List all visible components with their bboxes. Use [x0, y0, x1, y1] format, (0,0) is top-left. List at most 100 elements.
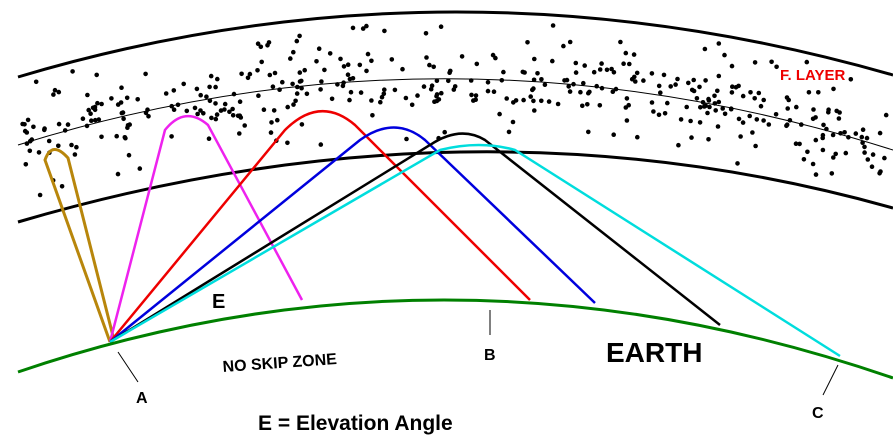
particle	[631, 52, 637, 57]
particle	[691, 77, 696, 83]
particle	[627, 61, 632, 67]
particle	[609, 66, 614, 72]
particle	[272, 70, 278, 76]
particle	[580, 103, 585, 109]
particle	[641, 78, 646, 83]
particle	[294, 91, 300, 96]
particle	[842, 130, 847, 135]
particle	[738, 134, 743, 139]
particle	[586, 90, 591, 96]
particle	[567, 89, 573, 94]
particle	[820, 147, 826, 153]
particle	[756, 90, 762, 96]
f-layer-mid	[17, 78, 893, 151]
particle	[794, 104, 799, 110]
particle	[810, 161, 816, 167]
particle	[288, 56, 293, 61]
particle	[546, 99, 552, 104]
particle	[285, 104, 291, 110]
ray-gold	[43, 148, 116, 343]
particle	[42, 126, 47, 131]
particle	[198, 92, 203, 98]
particle	[329, 96, 335, 102]
particle	[318, 142, 324, 147]
particle	[146, 114, 151, 119]
particle	[740, 120, 746, 125]
particle	[427, 62, 432, 68]
particle	[378, 99, 383, 105]
caption: E = Elevation Angle	[258, 412, 453, 435]
particle	[360, 26, 366, 31]
particle	[99, 134, 104, 140]
particle	[831, 155, 836, 160]
particle	[510, 119, 516, 125]
particle	[632, 74, 637, 80]
particle	[114, 133, 119, 139]
particle	[865, 157, 871, 162]
particle	[86, 107, 91, 113]
particle	[633, 79, 638, 84]
particle	[280, 79, 285, 85]
particle	[70, 69, 75, 74]
particle	[713, 108, 718, 113]
particle	[36, 150, 42, 155]
particle	[691, 88, 697, 94]
f-layer-top	[17, 10, 893, 79]
particle	[327, 51, 333, 56]
f-layer-label: F. LAYER	[780, 67, 845, 84]
particle	[52, 87, 58, 93]
particle	[573, 70, 579, 75]
particle	[115, 171, 121, 177]
particle	[599, 61, 604, 66]
particle	[706, 98, 712, 103]
particle	[810, 116, 816, 122]
particle	[686, 80, 691, 86]
particle	[242, 123, 247, 128]
no-skip-zone-label: NO SKIP ZONE	[222, 351, 338, 376]
particle	[293, 98, 298, 104]
particle	[506, 129, 512, 135]
particle	[436, 97, 442, 102]
particle	[485, 88, 491, 94]
particle	[171, 107, 177, 112]
particle	[382, 28, 387, 34]
a-label: A	[136, 390, 148, 407]
particle	[85, 92, 90, 98]
particle	[275, 117, 280, 123]
particle	[218, 108, 224, 113]
elevation-label: E	[212, 291, 225, 313]
particle	[364, 68, 369, 74]
particle	[213, 116, 219, 122]
particle	[345, 72, 351, 77]
particle	[290, 81, 295, 87]
particle	[439, 90, 444, 96]
particle	[705, 110, 710, 116]
particle	[247, 71, 253, 77]
particle	[259, 59, 265, 65]
particle	[125, 123, 131, 128]
particle	[635, 134, 640, 140]
particle	[171, 88, 177, 93]
particle	[689, 135, 694, 140]
particle	[531, 77, 537, 83]
particle	[268, 130, 274, 135]
particle	[267, 72, 273, 78]
particle	[730, 84, 735, 89]
particle	[736, 116, 742, 122]
particle	[347, 97, 352, 103]
particle	[415, 93, 420, 98]
particle	[836, 116, 842, 121]
particle	[684, 104, 689, 110]
particle	[550, 23, 556, 28]
particle	[611, 132, 616, 137]
particle	[567, 39, 573, 45]
ray-red	[109, 110, 531, 343]
particle	[392, 87, 398, 93]
particle	[729, 63, 735, 69]
particle	[255, 68, 260, 73]
particle	[238, 115, 244, 120]
particle	[56, 89, 62, 95]
particle	[473, 93, 479, 98]
particle	[89, 118, 94, 123]
particle	[829, 171, 835, 176]
